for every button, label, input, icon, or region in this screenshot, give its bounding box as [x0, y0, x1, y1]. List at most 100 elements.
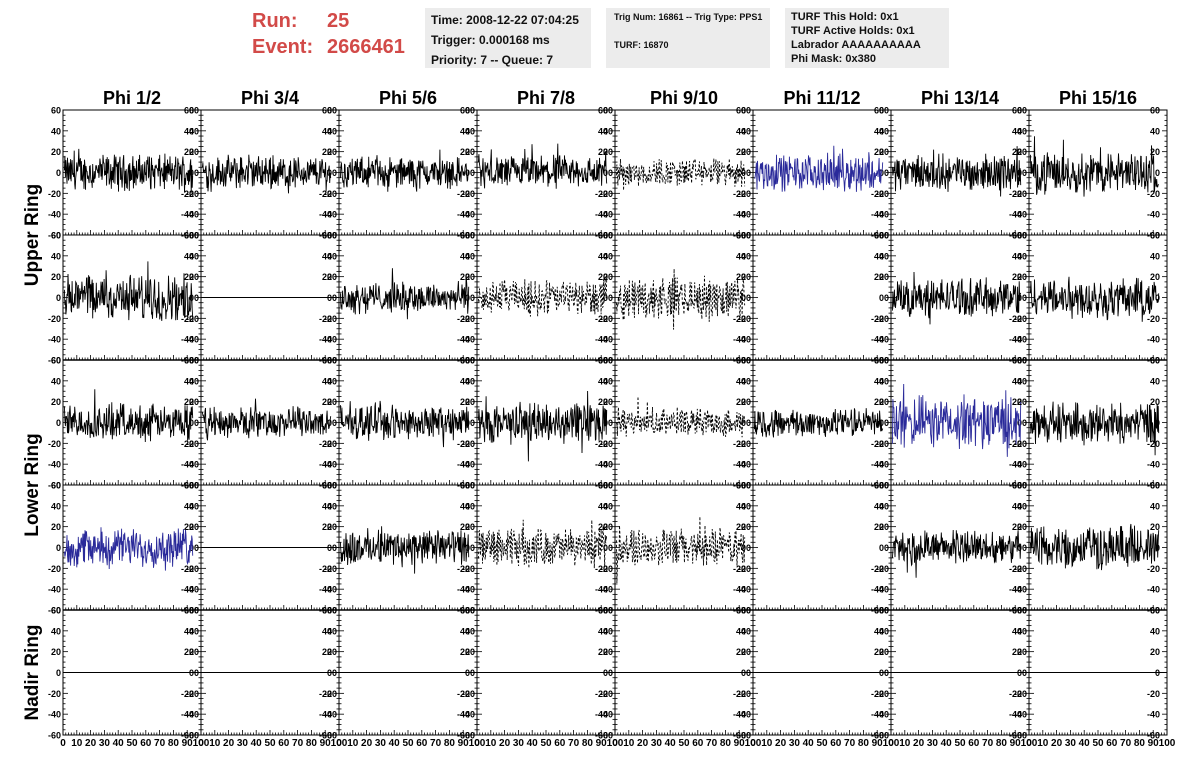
- run-value: 25: [327, 10, 350, 32]
- y-tick-label: 0: [470, 418, 475, 428]
- y-tick-label: 40: [598, 626, 608, 636]
- y-tick-label: 0: [608, 418, 613, 428]
- x-tick-label: 100: [469, 738, 486, 749]
- y-tick-label: 20: [598, 647, 608, 657]
- ring-label: Upper Ring: [22, 184, 43, 286]
- y-tick-label: 40: [879, 126, 889, 136]
- y-tick-label: -20: [871, 314, 884, 324]
- trigger-info-box: Trig Num: 16861 -- Trig Type: PPS1 TURF:…: [606, 8, 770, 68]
- phi-mask-text: Phi Mask: 0x380: [791, 53, 876, 65]
- y-tick-label: -40: [181, 335, 194, 345]
- y-tick-label: -20: [595, 189, 608, 199]
- y-tick-label: 40: [460, 626, 470, 636]
- x-tick-label: 20: [223, 738, 235, 749]
- x-tick-label: 10: [623, 738, 635, 749]
- y-tick-label: -40: [738, 585, 751, 595]
- y-tick-label: -20: [319, 189, 332, 199]
- x-tick-label: 0: [198, 738, 204, 749]
- y-tick-label: 20: [1012, 522, 1022, 532]
- x-tick-label: 100: [1159, 738, 1176, 749]
- y-tick-label: 40: [189, 376, 199, 386]
- y-tick-label: 40: [1012, 251, 1022, 261]
- y-tick-label: -20: [462, 439, 475, 449]
- y-tick-label: -20: [1009, 314, 1022, 324]
- x-tick-label: 40: [113, 738, 125, 749]
- waveform-trace: [615, 158, 746, 191]
- y-tick-label: -20: [595, 564, 608, 574]
- trigger-text: Trigger: 0.000168 ms: [431, 33, 550, 47]
- waveform-trace: [1029, 523, 1160, 571]
- waveform-trace: [477, 143, 608, 189]
- x-tick-label: 0: [750, 738, 756, 749]
- y-tick-label: -40: [457, 210, 470, 220]
- y-tick-label: 40: [460, 126, 470, 136]
- x-tick-label: 60: [1106, 738, 1118, 749]
- y-tick-label: -20: [871, 439, 884, 449]
- x-tick-label: 30: [927, 738, 939, 749]
- y-tick-label: -60: [1147, 731, 1160, 741]
- x-tick-label: 20: [1051, 738, 1063, 749]
- y-tick-label: 20: [1150, 147, 1160, 157]
- x-tick-label: 20: [637, 738, 649, 749]
- y-tick-label: 0: [194, 418, 199, 428]
- y-tick-label: -20: [876, 314, 889, 324]
- y-tick-label: 40: [1017, 376, 1027, 386]
- x-tick-label: 30: [237, 738, 249, 749]
- y-tick-label: 60: [189, 106, 199, 116]
- y-tick-label: -20: [1014, 314, 1027, 324]
- x-tick-label: 60: [278, 738, 290, 749]
- y-tick-label: -20: [1014, 439, 1027, 449]
- column-header: Phi 11/12: [783, 88, 860, 108]
- y-tick-label: 0: [332, 418, 337, 428]
- y-tick-label: 0: [746, 543, 751, 553]
- y-tick-label: 60: [1017, 106, 1027, 116]
- y-tick-label: -20: [186, 314, 199, 324]
- y-tick-label: -60: [871, 731, 884, 741]
- y-tick-label: 20: [189, 647, 199, 657]
- x-tick-label: 50: [678, 738, 690, 749]
- y-tick-label: -60: [462, 731, 475, 741]
- y-tick-label: -20: [1147, 439, 1160, 449]
- x-tick-label: 60: [554, 738, 566, 749]
- waveform-trace: [615, 516, 746, 584]
- y-tick-label: 20: [603, 397, 613, 407]
- y-tick-label: 0: [332, 293, 337, 303]
- y-tick-label: 40: [189, 501, 199, 511]
- y-tick-label: 20: [184, 147, 194, 157]
- y-tick-label: 20: [1012, 647, 1022, 657]
- y-tick-label: 40: [322, 501, 332, 511]
- y-tick-label: 20: [736, 647, 746, 657]
- x-tick-label: 90: [872, 738, 884, 749]
- x-tick-label: 40: [1079, 738, 1091, 749]
- y-tick-label: -40: [457, 335, 470, 345]
- y-tick-label: 40: [465, 126, 475, 136]
- y-tick-label: 0: [470, 293, 475, 303]
- y-tick-label: 20: [189, 397, 199, 407]
- y-tick-label: 60: [1012, 481, 1022, 491]
- y-tick-label: 20: [1017, 522, 1027, 532]
- x-tick-label: 0: [60, 738, 66, 749]
- y-tick-label: 20: [1017, 147, 1027, 157]
- y-tick-label: -40: [1009, 335, 1022, 345]
- y-tick-label: 40: [1017, 251, 1027, 261]
- y-tick-label: 20: [51, 522, 61, 532]
- y-tick-label: -40: [600, 460, 613, 470]
- y-tick-label: -60: [48, 231, 61, 241]
- waveform-trace: [339, 400, 470, 448]
- y-tick-label: 40: [1012, 376, 1022, 386]
- y-tick-label: 60: [736, 481, 746, 491]
- y-tick-label: -40: [600, 585, 613, 595]
- x-tick-label: 80: [168, 738, 180, 749]
- x-tick-label: 90: [596, 738, 608, 749]
- y-tick-label: 0: [1155, 293, 1160, 303]
- y-tick-label: 20: [736, 147, 746, 157]
- y-tick-label: 0: [1022, 543, 1027, 553]
- y-tick-label: 20: [1017, 272, 1027, 282]
- y-tick-label: 20: [1017, 397, 1027, 407]
- y-tick-label: -20: [600, 564, 613, 574]
- y-tick-label: 60: [189, 231, 199, 241]
- y-tick-label: 60: [460, 231, 470, 241]
- y-tick-label: 20: [322, 397, 332, 407]
- y-tick-label: -20: [871, 689, 884, 699]
- x-tick-label: 20: [913, 738, 925, 749]
